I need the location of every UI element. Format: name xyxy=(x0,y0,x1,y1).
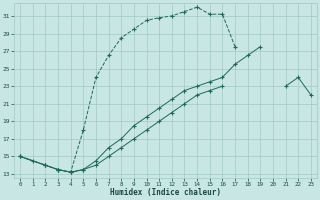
X-axis label: Humidex (Indice chaleur): Humidex (Indice chaleur) xyxy=(110,188,221,197)
